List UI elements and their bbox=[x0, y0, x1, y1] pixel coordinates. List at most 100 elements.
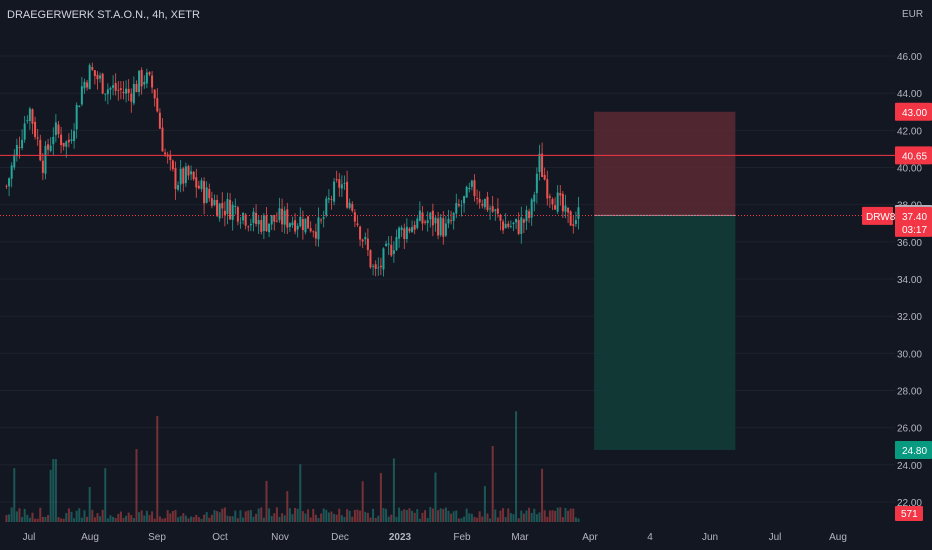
volume-bar bbox=[517, 518, 520, 522]
candle-body bbox=[359, 226, 362, 240]
volume-bar bbox=[392, 458, 395, 522]
volume-bar bbox=[166, 510, 169, 522]
volume-bar bbox=[509, 513, 512, 522]
volume-bar bbox=[476, 517, 479, 522]
candle-body bbox=[208, 188, 211, 199]
countdown-timer: 03:17 bbox=[902, 225, 927, 236]
volume-bar bbox=[182, 513, 185, 522]
volume-bar bbox=[333, 513, 336, 522]
candle-body bbox=[330, 199, 333, 201]
candle-body bbox=[270, 215, 273, 225]
candle-body bbox=[44, 145, 47, 174]
candle-body bbox=[509, 226, 512, 227]
candle-body bbox=[18, 147, 21, 148]
candle-body bbox=[13, 154, 16, 168]
volume-bar bbox=[62, 518, 65, 522]
volume-bar bbox=[114, 518, 117, 522]
candle-body bbox=[255, 212, 258, 224]
candle-body bbox=[515, 218, 518, 223]
volume-bar bbox=[109, 515, 112, 522]
candle-body bbox=[260, 220, 263, 232]
volume-bar bbox=[525, 510, 528, 522]
candle-body bbox=[10, 165, 13, 179]
time-axis[interactable]: Jul Aug Sep Oct Nov Dec 2023 Feb Mar Apr 4 Jun Jul Au… bbox=[23, 532, 847, 543]
candle-body bbox=[372, 265, 375, 267]
candle-body bbox=[117, 89, 120, 91]
volume-bar bbox=[379, 472, 382, 522]
volume-bar bbox=[340, 515, 343, 522]
candle-body bbox=[57, 124, 60, 135]
candle-body bbox=[398, 227, 401, 239]
candle-body bbox=[546, 179, 549, 199]
candle-body bbox=[239, 222, 242, 224]
volume-bar bbox=[255, 513, 258, 522]
candle-body bbox=[465, 186, 468, 198]
price-tag-value: 43.00 bbox=[902, 108, 927, 119]
candle-body bbox=[395, 237, 398, 251]
volume-tag-bg bbox=[895, 506, 923, 521]
volume-bar bbox=[494, 509, 497, 522]
volume-bar bbox=[507, 508, 510, 522]
position-zones[interactable] bbox=[594, 111, 736, 450]
candle-body bbox=[273, 215, 276, 222]
candle-body bbox=[538, 153, 541, 172]
candle-body bbox=[447, 218, 450, 224]
volume-bar bbox=[203, 514, 206, 522]
volume-bar bbox=[491, 446, 494, 522]
volume-bar bbox=[80, 517, 83, 522]
volume-bar bbox=[5, 515, 8, 522]
volume-bar bbox=[361, 481, 364, 522]
candle-body bbox=[470, 180, 473, 187]
volume-bar bbox=[60, 518, 63, 522]
candle-body bbox=[182, 168, 185, 184]
volume-bar bbox=[447, 510, 450, 522]
candle-body bbox=[528, 211, 531, 219]
candle-body bbox=[366, 238, 369, 251]
volume-bar bbox=[67, 508, 70, 522]
volume-bar bbox=[260, 507, 263, 522]
candle-body bbox=[28, 108, 31, 122]
candle-body bbox=[405, 226, 408, 239]
candle-body bbox=[8, 178, 11, 187]
candle-body bbox=[463, 196, 466, 204]
volume-bar bbox=[434, 472, 437, 522]
candle-body bbox=[41, 160, 44, 173]
volume-bar bbox=[346, 509, 349, 522]
volume-bar bbox=[54, 459, 57, 522]
volume-bar bbox=[312, 508, 315, 522]
candle-body bbox=[478, 198, 481, 203]
candle-body bbox=[520, 217, 523, 234]
price-tag-value: 40.65 bbox=[902, 151, 927, 162]
y-tick-label: 44.00 bbox=[897, 89, 922, 100]
volume-bar bbox=[348, 510, 351, 522]
volume-bar bbox=[153, 518, 156, 522]
volume-bar bbox=[28, 517, 31, 522]
candle-body bbox=[418, 210, 421, 221]
volume-bar bbox=[143, 515, 146, 522]
volume-bar bbox=[442, 509, 445, 522]
volume-bar bbox=[548, 510, 551, 522]
volume-bar bbox=[541, 468, 544, 522]
price-tag-bg bbox=[895, 146, 932, 165]
volume-bar bbox=[366, 512, 369, 522]
candle-body bbox=[377, 267, 380, 269]
candle-body bbox=[244, 214, 247, 226]
volume-bar bbox=[177, 517, 180, 522]
candle-body bbox=[338, 179, 341, 188]
candle-body bbox=[364, 237, 367, 240]
candle-body bbox=[460, 205, 463, 207]
x-tick-label: Aug bbox=[81, 532, 99, 543]
volume-bar bbox=[75, 510, 78, 522]
volume-bar bbox=[364, 511, 367, 522]
price-lines[interactable] bbox=[0, 154, 895, 216]
volume-bar bbox=[104, 468, 107, 522]
volume-bar bbox=[455, 510, 458, 522]
symbol-title[interactable]: DRAEGERWERK ST.A.O.N., 4h, XETR bbox=[7, 9, 200, 21]
y-tick-label: 26.00 bbox=[897, 424, 922, 435]
volume-bar bbox=[330, 511, 333, 522]
candle-body bbox=[80, 86, 83, 105]
candle-body bbox=[179, 168, 182, 185]
take-profit-zone bbox=[594, 215, 736, 450]
volume-bar bbox=[179, 516, 182, 522]
